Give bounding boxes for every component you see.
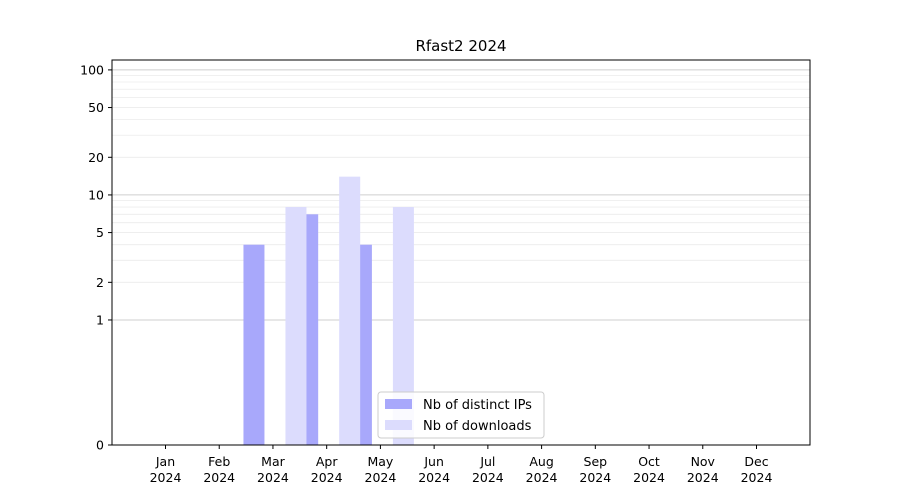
x-tick-label-year: 2024 xyxy=(203,470,235,485)
bar-distinct-ips-mar xyxy=(243,244,265,445)
x-tick-label-month: Jan xyxy=(155,454,175,469)
x-tick-label-month: Jun xyxy=(423,454,444,469)
x-tick-label-year: 2024 xyxy=(418,470,450,485)
x-tick-label-year: 2024 xyxy=(472,470,504,485)
y-tick-label: 10 xyxy=(88,187,104,202)
x-axis: Jan2024Feb2024Mar2024Apr2024May2024Jun20… xyxy=(150,445,773,485)
x-tick-label-year: 2024 xyxy=(526,470,558,485)
grid-lines xyxy=(112,69,810,321)
x-tick-label-year: 2024 xyxy=(365,470,397,485)
y-tick-label: 50 xyxy=(88,100,104,115)
legend-swatch-downloads xyxy=(385,420,412,430)
legend-swatch-distinct-ips xyxy=(385,399,412,409)
x-tick-label-month: Oct xyxy=(638,454,660,469)
x-tick-label-year: 2024 xyxy=(150,470,182,485)
x-tick-label-month: May xyxy=(367,454,393,469)
legend-label-downloads: Nb of downloads xyxy=(423,419,532,434)
legend-label-distinct-ips: Nb of distinct IPs xyxy=(423,398,532,413)
x-tick-label-month: Jul xyxy=(479,454,495,469)
legend: Nb of distinct IPs Nb of downloads xyxy=(377,391,545,439)
x-tick-label-month: Mar xyxy=(261,454,285,469)
x-tick-label-year: 2024 xyxy=(257,470,289,485)
x-tick-label-month: Dec xyxy=(744,454,768,469)
x-tick-label-year: 2024 xyxy=(579,470,611,485)
chart-title: Rfast2 2024 xyxy=(415,37,506,55)
legend-box xyxy=(377,391,545,439)
bar-downloads-apr xyxy=(339,176,361,445)
y-tick-label: 0 xyxy=(96,438,104,453)
y-tick-label: 20 xyxy=(88,150,104,165)
y-tick-label: 5 xyxy=(96,225,104,240)
bars xyxy=(243,176,414,445)
y-axis: 0 1 2 5 10 20 50 100 xyxy=(80,62,112,453)
x-tick-label-year: 2024 xyxy=(633,470,665,485)
x-tick-label-year: 2024 xyxy=(741,470,773,485)
bar-downloads-mar xyxy=(285,207,307,445)
x-tick-label-year: 2024 xyxy=(687,470,719,485)
x-tick-label-month: Feb xyxy=(208,454,230,469)
y-tick-label: 100 xyxy=(80,62,104,77)
x-tick-label-month: Apr xyxy=(316,454,338,469)
y-tick-label: 2 xyxy=(96,275,104,290)
y-tick-label: 1 xyxy=(96,312,104,327)
x-tick-label-month: Nov xyxy=(691,454,716,469)
bar-downloads-may xyxy=(392,207,414,445)
x-tick-label-year: 2024 xyxy=(311,470,343,485)
x-tick-label-month: Sep xyxy=(584,454,608,469)
x-tick-label-month: Aug xyxy=(529,454,553,469)
plot-area-frame xyxy=(111,59,811,446)
